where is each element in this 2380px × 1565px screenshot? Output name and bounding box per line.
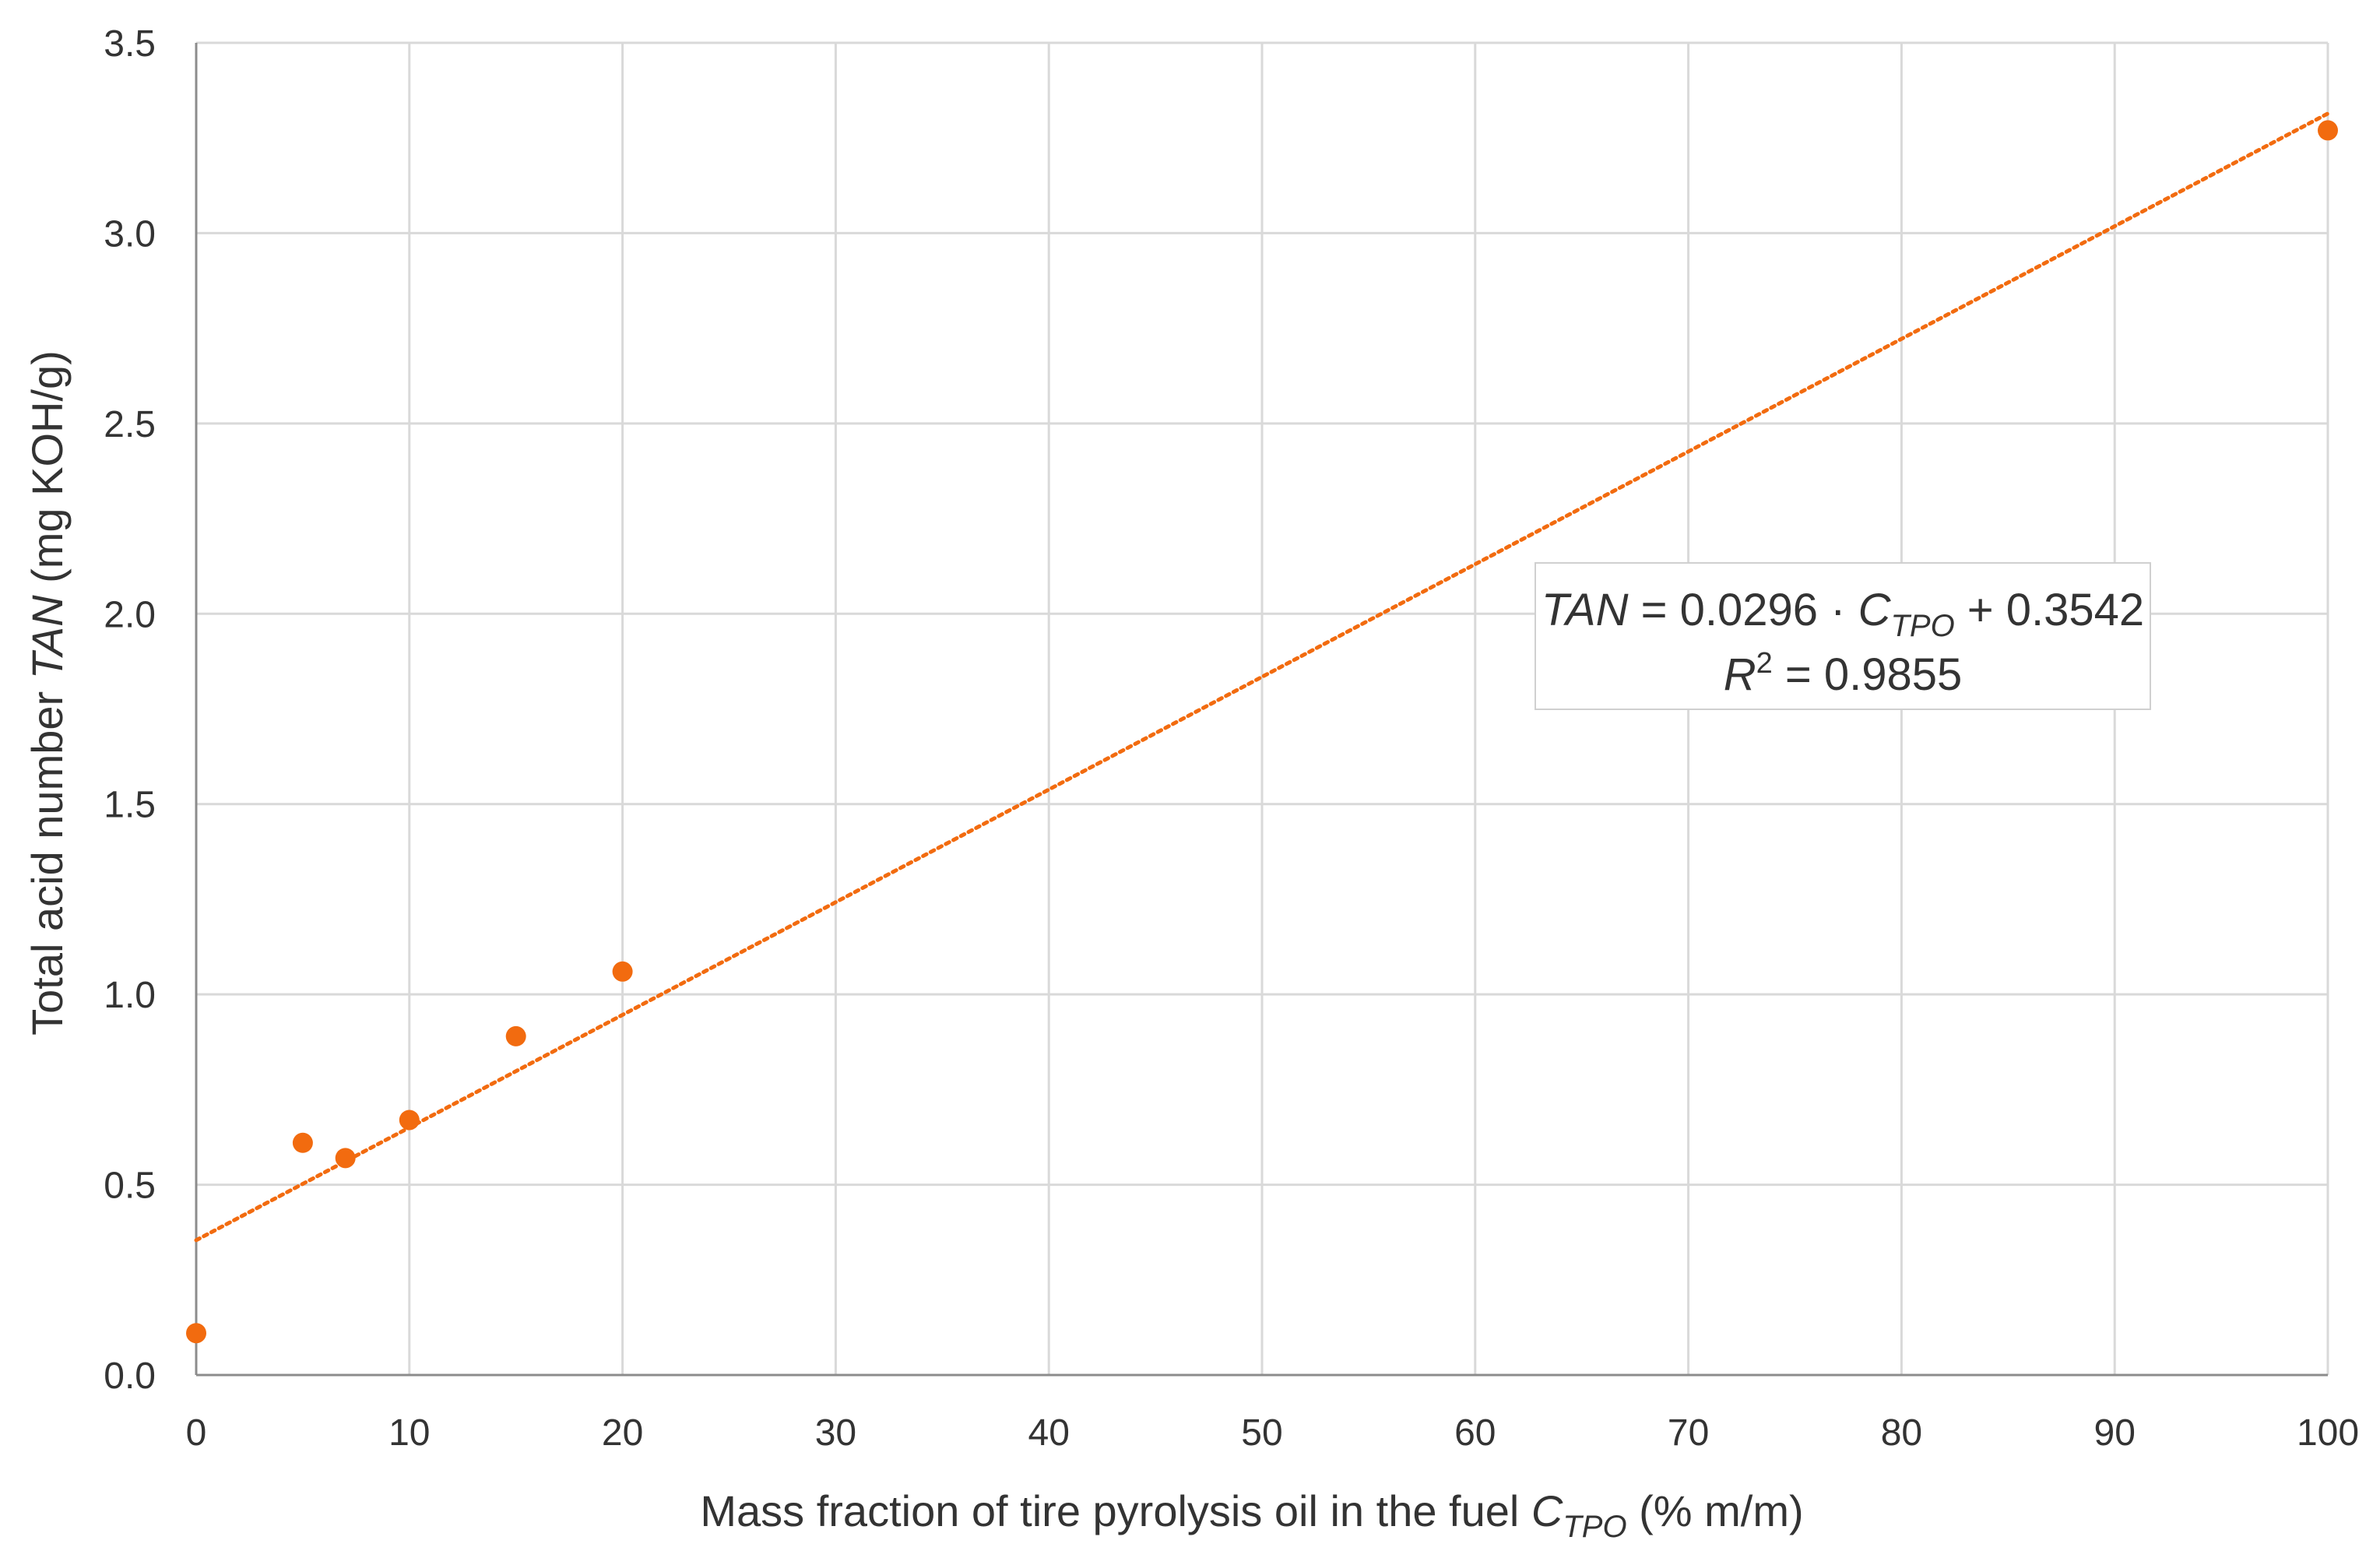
equation-tail: + 0.3542 [1955,585,2145,635]
y-tick-label: 0.5 [104,1166,156,1207]
trendline-equation-box: TAN = 0.0296 · CTPO + 0.3542 R2 = 0.9855 [1535,562,2151,710]
trendline [194,111,2330,1243]
y-tick-label: 1.0 [104,975,156,1016]
data-point [186,1323,206,1344]
r-squared-superscript: 2 [1756,647,1773,680]
y-tick-label: 3.5 [104,23,156,65]
data-point [292,1132,313,1153]
x-tick-label: 30 [815,1412,856,1454]
data-points [186,120,2338,1344]
r-squared: R2 = 0.9855 [1724,647,1963,700]
equation-middle: = 0.0296 · [1629,585,1858,635]
x-tick-label: 20 [602,1412,643,1454]
y-tick-labels: 0.0 0.5 1.0 1.5 2.0 2.5 3.0 3.5 [104,23,156,1397]
y-tick-label: 2.5 [104,404,156,445]
equation-box-frame [1535,562,2151,710]
x-tick-label: 10 [388,1412,430,1454]
axes [195,43,2328,1377]
x-tick-label: 60 [1454,1412,1496,1454]
x-axis-title: Mass fraction of tire pyrolysis oil in t… [700,1486,1803,1544]
x-tick-label: 90 [2094,1412,2136,1454]
x-axis-title-subscript: TPO [1563,1510,1626,1544]
x-tick-labels: 0 10 20 30 40 50 60 70 80 90 100 [186,1412,2359,1454]
data-point [399,1110,420,1131]
data-point [335,1148,356,1169]
data-point [505,1025,526,1046]
x-tick-label: 80 [1881,1412,1922,1454]
data-point [612,961,633,982]
data-point [2318,120,2338,141]
y-tick-label: 1.5 [104,785,156,826]
r-squared-symbol: R [1724,649,1756,700]
x-tick-label: 50 [1241,1412,1282,1454]
y-axis-title: Total acid number TAN (mg KOH/g) [23,350,72,1036]
equation-variable-subscript: TPO [1890,609,1954,643]
equation-lhs: TAN [1542,585,1629,635]
y-tick-label: 2.0 [104,594,156,635]
x-axis-title-prefix: Mass fraction of tire pyrolysis oil in t… [700,1486,1531,1535]
x-axis-title-variable: C [1531,1486,1563,1535]
x-tick-label: 70 [1668,1412,1709,1454]
y-tick-label: 3.0 [104,213,156,255]
r-squared-value: = 0.9855 [1773,649,1963,700]
y-axis-title-suffix: (mg KOH/g) [23,350,72,595]
trendline-equation: TAN = 0.0296 · CTPO + 0.3542 [1542,585,2144,643]
y-tick-label: 0.0 [104,1356,156,1397]
x-tick-label: 40 [1028,1412,1070,1454]
trendline-layer [194,111,2330,1243]
y-axis-title-variable: TAN [23,595,72,679]
equation-variable: C [1858,585,1892,635]
x-axis-title-suffix: (% m/m) [1627,1486,1804,1535]
x-tick-label: 100 [2297,1412,2359,1454]
x-tick-label: 0 [186,1412,207,1454]
y-axis-title-prefix: Total acid number [23,679,72,1036]
